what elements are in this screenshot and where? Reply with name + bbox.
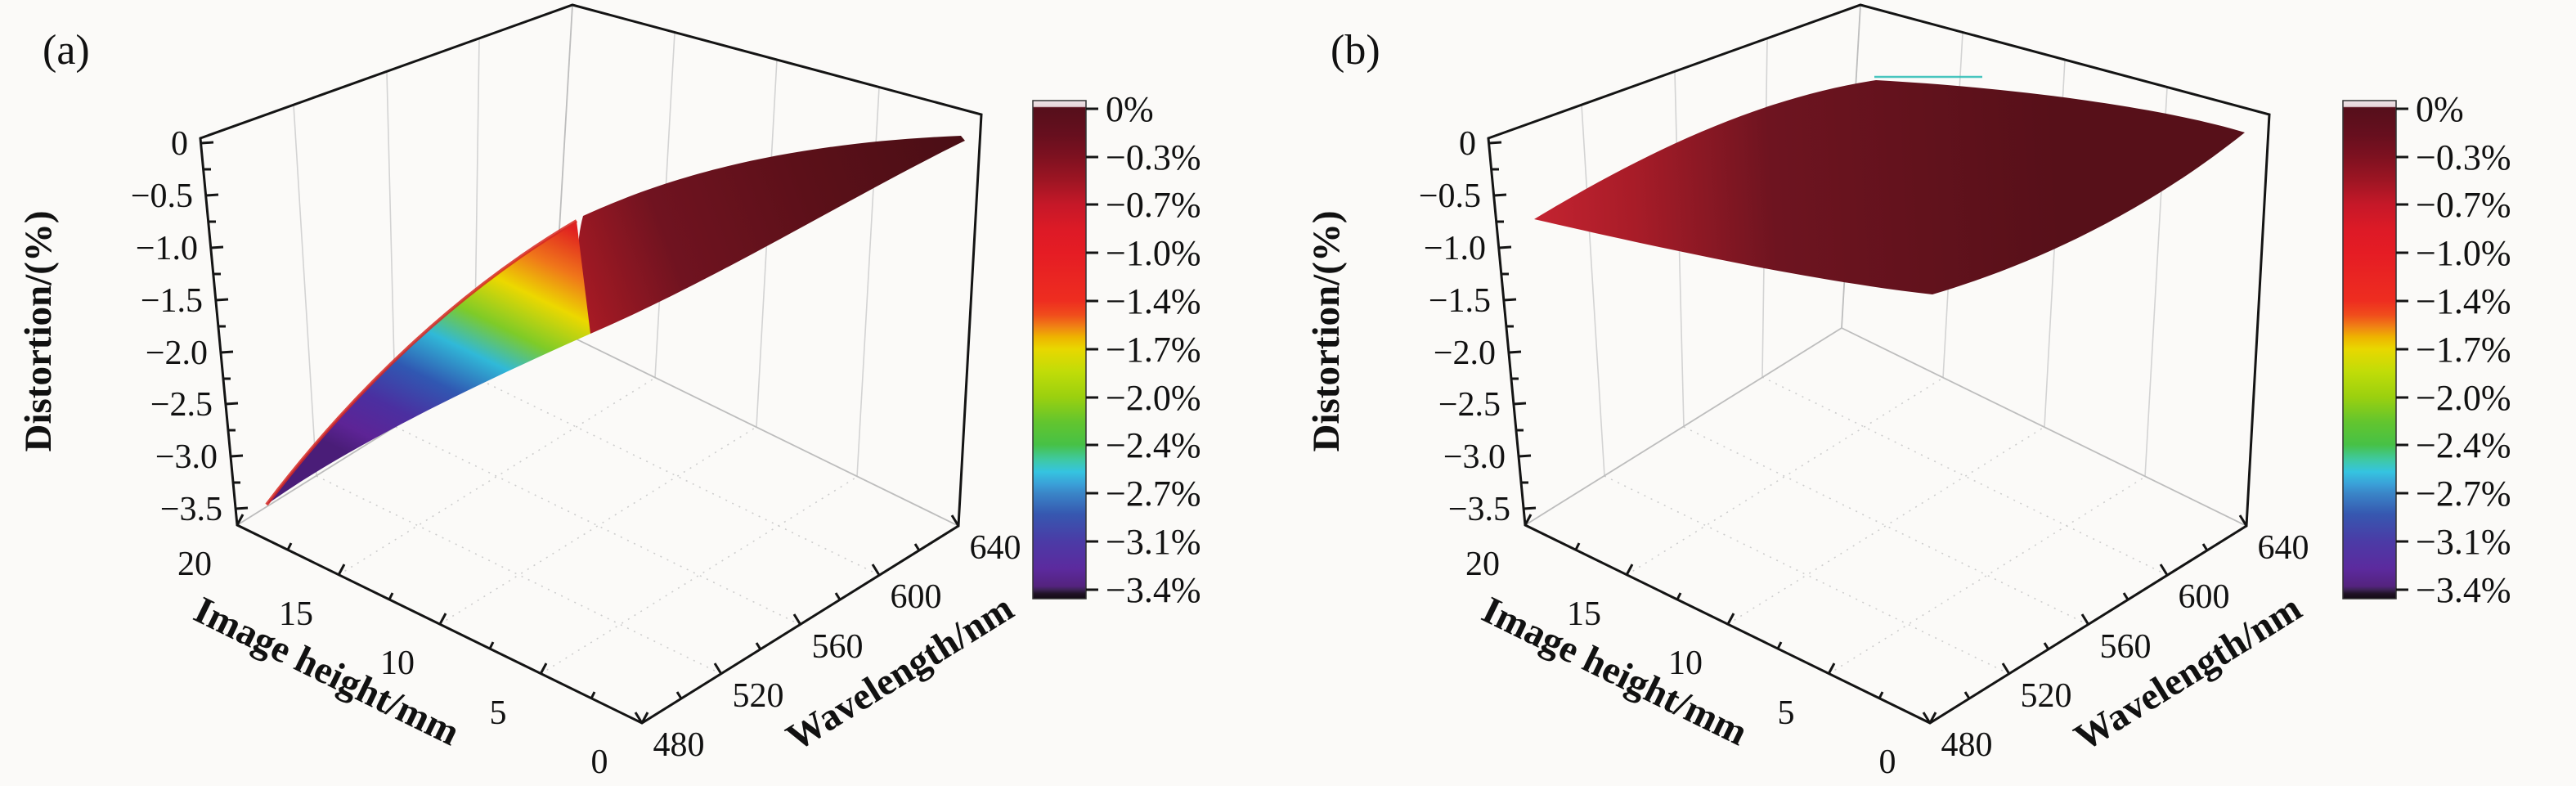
tick-label: −3.0 <box>1443 438 1506 476</box>
tick-label: 560 <box>812 628 864 666</box>
image-height-axis-labels: 20 15 10 5 0 <box>1465 546 1896 781</box>
tick-label: 480 <box>653 726 705 764</box>
tick-label: −1.0 <box>1424 230 1486 267</box>
tick-label: 15 <box>279 595 313 633</box>
colorbar-label: −2.0% <box>2416 378 2511 418</box>
surface-a-fold-rim <box>265 219 578 506</box>
3d-surface-plot-b: 0 −0.5 −1.0 −1.5 −2.0 −2.5 −3.0 −3.5 20 … <box>1305 3 2511 781</box>
floor-gridlines <box>316 376 880 675</box>
tick-label: −2.5 <box>150 386 213 424</box>
colorbar-label: −0.7% <box>1106 185 1200 225</box>
colorbar-label: −3.4% <box>1106 570 1200 610</box>
panel-label-b: (b) <box>1331 27 1380 74</box>
tick-label: −3.0 <box>155 438 218 476</box>
z-axis-title: Distortion/(%) <box>1305 210 1348 451</box>
colorbar-label: 0% <box>1106 89 1154 129</box>
colorbar-ticks <box>1086 107 1098 591</box>
tick-label: −1.5 <box>1429 282 1491 320</box>
z-axis-labels: 0 −0.5 −1.0 −1.5 −2.0 −2.5 −3.0 −3.5 <box>1419 125 1510 528</box>
image-height-axis-title: Image height/mm <box>1475 589 1754 754</box>
colorbar-label: −1.4% <box>1106 281 1200 321</box>
tick-label: 560 <box>2100 628 2152 666</box>
colorbar-label: 0% <box>2416 89 2464 129</box>
surface-a-dark-region <box>577 136 965 334</box>
image-height-axis-title: Image height/mm <box>187 589 466 754</box>
wavelength-axis-labels: 480 520 560 600 640 <box>653 529 1021 764</box>
colorbar-label: −2.4% <box>2416 425 2511 465</box>
colorbar-labels: 0% −0.3% −0.7% −1.0% −1.4% −1.7% −2.0% −… <box>2416 89 2511 610</box>
surface-a-rainbow-strip <box>267 221 590 505</box>
tick-label: −3.5 <box>1448 491 1510 528</box>
tick-label: 20 <box>177 546 212 583</box>
tick-label: 640 <box>2258 529 2309 567</box>
z-axis-labels: 0 −0.5 −1.0 −1.5 −2.0 −2.5 −3.0 −3.5 <box>131 125 222 528</box>
panel-label-a: (a) <box>43 27 90 74</box>
colorbar-label: −3.4% <box>2416 570 2511 610</box>
z-axis-ticks <box>1488 141 1537 510</box>
tick-label: 5 <box>1778 694 1795 732</box>
z-axis-ticks <box>200 141 249 510</box>
wavelength-axis-ticks <box>1922 514 2248 724</box>
colorbar-label: −0.7% <box>2416 185 2511 225</box>
tick-label: 520 <box>733 677 784 715</box>
tick-label: 520 <box>2021 677 2072 715</box>
tick-label: 600 <box>2179 578 2230 616</box>
colorbar-label: −2.7% <box>1106 474 1200 514</box>
tick-label: 5 <box>490 694 507 732</box>
tick-label: 480 <box>1941 726 1993 764</box>
tick-label: 0 <box>1879 743 1896 781</box>
image-height-axis-ticks <box>236 514 649 724</box>
surface-b <box>1534 80 2245 294</box>
panel-b: 0 −0.5 −1.0 −1.5 −2.0 −2.5 −3.0 −3.5 20 … <box>1288 0 2576 786</box>
colorbar-label: −1.0% <box>2416 233 2511 273</box>
tick-label: 20 <box>1465 546 1500 583</box>
box-edges <box>199 3 983 725</box>
colorbar-label: −0.3% <box>2416 137 2511 177</box>
colorbar-label: −1.7% <box>2416 330 2511 370</box>
image-height-axis-ticks <box>1524 514 1937 724</box>
colorbar-labels: 0% −0.3% −0.7% −1.0% −1.4% −1.7% −2.0% −… <box>1106 89 1200 610</box>
colorbar-gradient <box>2342 100 2397 600</box>
image-height-axis-labels: 20 15 10 5 0 <box>177 546 608 781</box>
floor-gridlines <box>1604 376 2168 675</box>
tick-label: 0 <box>591 743 608 781</box>
tick-label: 15 <box>1567 595 1601 633</box>
colorbar-label: −1.4% <box>2416 281 2511 321</box>
tick-label: −2.5 <box>1438 386 1501 424</box>
colorbar-label: −1.7% <box>1106 330 1200 370</box>
colorbar-label: −2.7% <box>2416 474 2511 514</box>
tick-label: 10 <box>1668 645 1703 682</box>
colorbar-label: −3.1% <box>1106 522 1200 562</box>
z-axis-title: Distortion/(%) <box>17 210 60 451</box>
panel-a: 0 −0.5 −1.0 −1.5 −2.0 −2.5 −3.0 −3.5 20 … <box>17 3 1200 781</box>
wavelength-axis-ticks <box>634 514 960 724</box>
3d-surface-plot-a: 0 −0.5 −1.0 −1.5 −2.0 −2.5 −3.0 −3.5 20 … <box>17 3 1200 781</box>
colorbar-label: −0.3% <box>1106 137 1200 177</box>
colorbar-label: −2.4% <box>1106 425 1200 465</box>
tick-label: −2.0 <box>146 335 208 372</box>
colorbar-label: −3.1% <box>2416 522 2511 562</box>
tick-label: −1.5 <box>141 282 203 320</box>
colorbar-label: −1.0% <box>1106 233 1200 273</box>
tick-label: −3.5 <box>160 491 222 528</box>
wavelength-axis-labels: 480 520 560 600 640 <box>1941 529 2309 764</box>
tick-label: −0.5 <box>1419 177 1481 215</box>
colorbar-a: 0% −0.3% −0.7% −1.0% −1.4% −1.7% −2.0% −… <box>1032 89 1200 610</box>
colorbar-gradient <box>1032 100 1087 600</box>
colorbar-b: 0% −0.3% −0.7% −1.0% −1.4% −1.7% −2.0% −… <box>2342 89 2511 610</box>
tick-label: −2.0 <box>1434 335 1496 372</box>
tick-label: −1.0 <box>136 230 198 267</box>
tick-label: −0.5 <box>131 177 193 215</box>
tick-label: 640 <box>970 529 1021 567</box>
tick-label: 10 <box>380 645 415 682</box>
tick-label: 0 <box>171 125 188 163</box>
tick-label: 0 <box>1459 125 1476 163</box>
tick-label: 600 <box>891 578 942 616</box>
colorbar-label: −2.0% <box>1106 378 1200 418</box>
colorbar-ticks <box>2396 107 2408 591</box>
